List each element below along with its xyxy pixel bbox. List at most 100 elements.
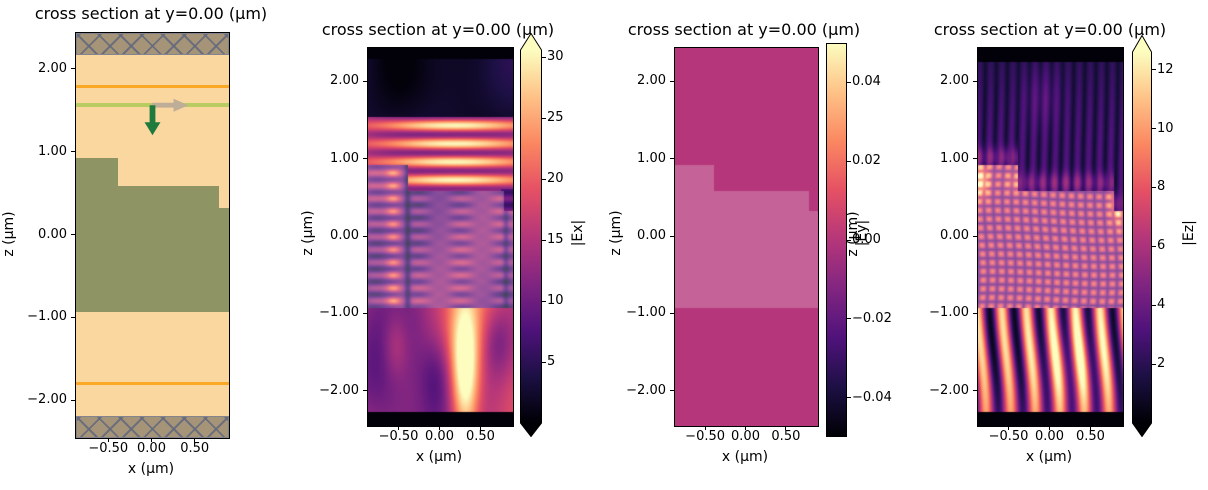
x-tick-mark [479, 426, 481, 430]
colorbar-tick-label: 4 [1157, 297, 1166, 313]
y-tick-label: −2.00 [626, 382, 666, 398]
panel4-title: cross section at y=0.00 (μm) [933, 20, 1167, 39]
colorbar-tick-label: 6 [1157, 238, 1166, 254]
colorbar-tick-mark [847, 160, 851, 162]
colorbar-tick-label: 0.02 [852, 153, 881, 169]
y-tick-mark [71, 151, 75, 152]
colorbar-tick-mark [542, 361, 546, 363]
source-direction-arrows [144, 98, 189, 136]
colorbar-tick-label: 25 [547, 110, 564, 126]
colorbar-tick-label: 15 [547, 232, 564, 248]
x-tick-label: −0.50 [988, 429, 1029, 444]
panel3-title: cross section at y=0.00 (μm) [627, 20, 861, 39]
y-tick-label: 0.00 [38, 226, 67, 242]
ez-field-heatmap [978, 48, 1123, 426]
ex-colorbar [520, 33, 542, 437]
panel2-xlabel: x (μm) [415, 449, 463, 465]
y-tick-mark [363, 158, 367, 160]
y-tick-label: 0.00 [940, 228, 969, 243]
y-tick-mark [670, 312, 674, 314]
x-tick-label: 0.50 [1075, 429, 1105, 444]
y-tick-label: 0.00 [330, 228, 359, 243]
x-tick-mark [398, 426, 400, 430]
ez-colorbar [1132, 35, 1152, 437]
y-tick-label: 2.00 [330, 73, 359, 89]
colorbar-tick-mark [1152, 304, 1156, 306]
arrow-right-icon [150, 98, 189, 112]
x-tick-mark [1089, 426, 1091, 430]
y-tick-label: 1.00 [637, 150, 666, 166]
ez-colorbar-label: |Ez| [1181, 220, 1197, 246]
colorbar-tick-label: 20 [547, 171, 564, 187]
colorbar-tick-label: 10 [547, 293, 564, 309]
pml-band [76, 33, 229, 55]
flux-monitor-line [76, 381, 229, 385]
colorbar-tick-mark [1152, 186, 1156, 188]
colorbar-tick-label: −0.04 [852, 389, 892, 405]
x-tick-label: −0.50 [685, 429, 726, 444]
y-tick-label: 2.00 [940, 73, 969, 89]
ez-field-axes [977, 47, 1124, 427]
colorbar-tick-mark [847, 318, 851, 320]
colorbar-tick-mark [542, 300, 546, 302]
x-tick-label: −0.50 [88, 441, 129, 456]
x-tick-mark [194, 438, 196, 442]
x-tick-mark [107, 438, 109, 442]
structure-polygon [117, 185, 220, 312]
ex-field-heatmap [368, 48, 513, 426]
colorbar-tick-label: 2 [1157, 356, 1166, 372]
y-tick-label: 1.00 [940, 150, 969, 166]
y-tick-mark [71, 316, 75, 318]
y-tick-mark [363, 235, 367, 237]
ey-field-heatmap [675, 48, 818, 426]
panel3-xlabel: x (μm) [721, 449, 769, 465]
ey-field-axes [674, 47, 819, 427]
y-tick-mark [973, 235, 977, 237]
y-tick-mark [973, 390, 977, 392]
y-tick-label: −1.00 [626, 305, 666, 321]
x-tick-mark [704, 426, 706, 430]
y-tick-mark [363, 80, 367, 82]
y-tick-mark [670, 235, 674, 237]
y-tick-mark [670, 158, 674, 160]
x-tick-label: 0.00 [731, 429, 760, 444]
y-tick-label: 2.00 [637, 73, 666, 89]
y-tick-label: −2.00 [27, 392, 67, 408]
y-tick-label: 1.00 [330, 150, 359, 166]
x-tick-label: 0.50 [465, 429, 495, 444]
colorbar-tick-label: −0.02 [852, 310, 892, 326]
arrow-down-icon [144, 105, 161, 136]
colorbar-tick-label: 0.04 [852, 74, 881, 90]
colorbar-tick-mark [1152, 128, 1156, 130]
colorbar-tick-mark [542, 56, 546, 58]
x-tick-label: 0.00 [1035, 429, 1064, 444]
structure-polygon [76, 158, 118, 312]
x-tick-label: 0.50 [180, 441, 210, 456]
x-tick-label: 0.50 [771, 429, 801, 444]
colorbar-tick-label: 30 [547, 49, 564, 65]
ey-colorbar [826, 43, 847, 437]
y-tick-mark [670, 80, 674, 82]
colorbar-tick-mark [542, 178, 546, 180]
panel2-title: cross section at y=0.00 (μm) [321, 20, 555, 39]
colorbar-tick-label: 12 [1157, 61, 1174, 77]
y-tick-label: −2.00 [929, 382, 969, 398]
ex-colorbar-label: |Ex| [570, 219, 586, 247]
y-tick-mark [973, 312, 977, 314]
x-tick-label: −0.50 [378, 429, 419, 444]
y-tick-mark [363, 312, 367, 314]
y-tick-mark [973, 80, 977, 82]
colorbar-tick-label: 8 [1157, 179, 1166, 195]
pml-band [76, 416, 229, 438]
x-tick-mark [785, 426, 787, 430]
colorbar-tick-mark [1152, 69, 1156, 71]
panel1-title: cross section at y=0.00 (μm) [34, 4, 268, 23]
y-tick-label: −1.00 [319, 305, 359, 321]
colorbar-tick-mark [542, 117, 546, 119]
y-tick-mark [71, 234, 75, 235]
y-tick-mark [71, 68, 75, 70]
colorbar-tick-mark [1152, 245, 1156, 247]
x-tick-mark [151, 438, 152, 442]
y-tick-label: 1.00 [38, 143, 67, 159]
